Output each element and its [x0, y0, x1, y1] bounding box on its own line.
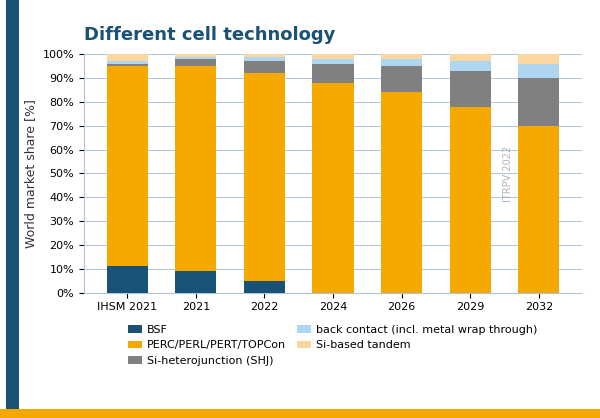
Bar [313, 59, 353, 64]
Bar [175, 66, 217, 271]
Bar [107, 266, 148, 293]
Bar [381, 92, 422, 293]
Bar [175, 54, 217, 57]
Bar [381, 54, 422, 59]
Bar [381, 59, 422, 66]
Bar [107, 61, 148, 64]
Bar [313, 54, 353, 59]
Text: IHS Markit data: IHS Markit data [122, 136, 132, 211]
Bar [449, 71, 491, 107]
Bar [449, 107, 491, 293]
Bar [175, 57, 217, 59]
Bar [244, 74, 285, 281]
Bar [244, 57, 285, 61]
Bar [449, 61, 491, 71]
Bar [518, 78, 559, 126]
Bar [107, 64, 148, 66]
Bar [518, 54, 559, 64]
Bar [518, 126, 559, 293]
Bar [107, 66, 148, 266]
Text: Different cell technology: Different cell technology [84, 26, 335, 44]
Bar [244, 281, 285, 293]
Bar [313, 83, 353, 293]
Bar [381, 66, 422, 92]
Bar [244, 54, 285, 57]
Bar [107, 54, 148, 61]
Bar [175, 59, 217, 66]
Y-axis label: World market share [%]: World market share [%] [24, 99, 37, 248]
Bar [313, 64, 353, 83]
Bar [175, 271, 217, 293]
Bar [518, 64, 559, 78]
Text: ITRPV 2022: ITRPV 2022 [503, 145, 513, 201]
Bar [449, 54, 491, 61]
Bar [244, 61, 285, 74]
Legend: BSF, PERC/PERL/PERT/TOPCon, Si-heterojunction (SHJ), back contact (incl. metal w: BSF, PERC/PERL/PERT/TOPCon, Si-heterojun… [124, 321, 542, 370]
